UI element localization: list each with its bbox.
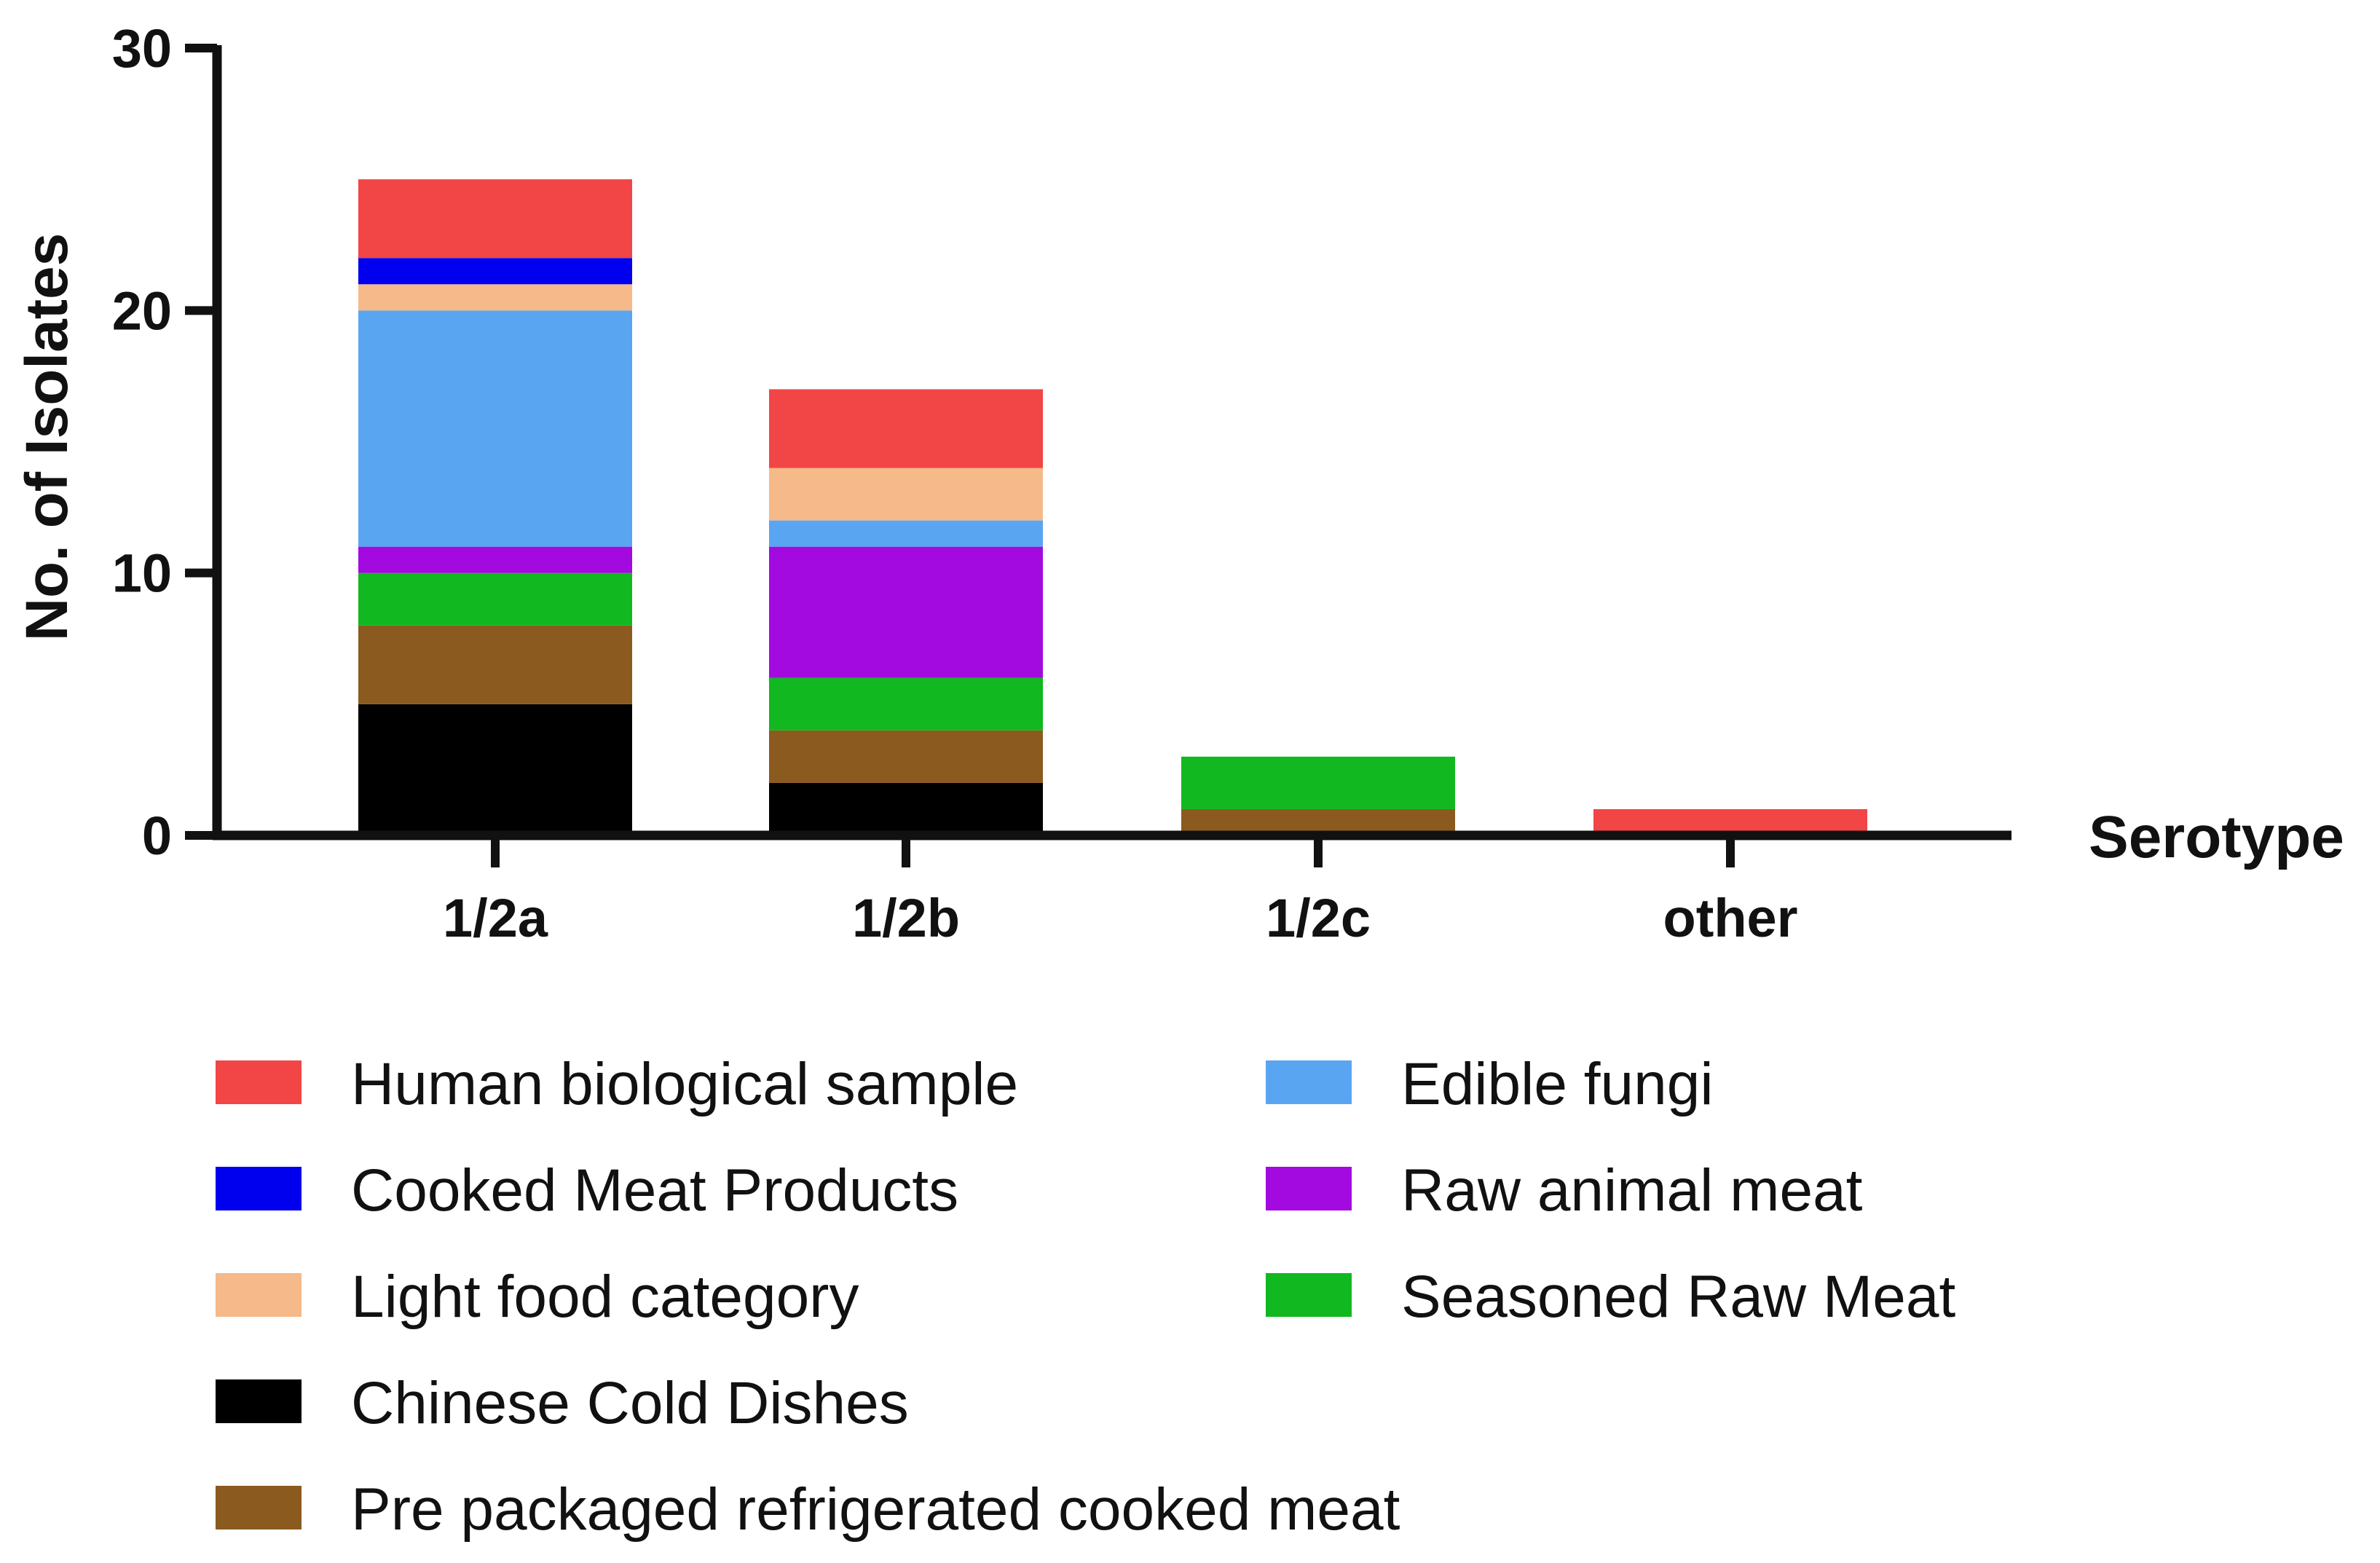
bar-segment-1-2b-7 bbox=[769, 389, 1043, 468]
x-axis-title: Serotype bbox=[2089, 804, 2344, 870]
legend-swatch bbox=[216, 1486, 302, 1529]
bar-segment-1-2b-3 bbox=[769, 546, 1043, 678]
legend-label: Light food category bbox=[351, 1264, 859, 1330]
bar-segment-1-2b-4 bbox=[769, 520, 1043, 547]
legend: Human biological sample Cooked Meat Produ… bbox=[216, 1051, 1955, 1543]
bar-segment-1-2b-5 bbox=[769, 468, 1043, 521]
y-tick-label: 0 bbox=[142, 806, 172, 866]
y-axis-title: No. of Isolates bbox=[14, 233, 80, 641]
bar-segment-1-2c-2 bbox=[1181, 756, 1455, 809]
legend-label: Seasoned Raw Meat bbox=[1401, 1264, 1955, 1330]
bar-segment-1-2b-0 bbox=[769, 782, 1043, 835]
x-ticks-group: 1/2a 1/2b 1/2c other bbox=[443, 835, 1798, 948]
legend-label: Edible fungi bbox=[1401, 1051, 1714, 1117]
x-tick-label: other bbox=[1663, 888, 1798, 948]
bar-segment-1-2b-2 bbox=[769, 677, 1043, 731]
legend-label: Raw animal meat bbox=[1401, 1157, 1863, 1224]
y-ticks-group: 0 10 20 30 bbox=[112, 18, 217, 866]
axes-group bbox=[212, 45, 2011, 840]
legend-label: Cooked Meat Products bbox=[351, 1157, 958, 1224]
bar-segment-1-2a-7 bbox=[358, 179, 632, 259]
legend-swatch bbox=[1266, 1273, 1352, 1317]
legend-swatch bbox=[216, 1167, 302, 1210]
y-tick-label: 30 bbox=[112, 18, 172, 79]
y-tick-label: 20 bbox=[112, 280, 172, 341]
legend-swatch bbox=[216, 1379, 302, 1423]
x-tick-label: 1/2c bbox=[1266, 888, 1371, 948]
bar-segment-1-2b-1 bbox=[769, 730, 1043, 783]
x-tick-label: 1/2b bbox=[852, 888, 960, 948]
bars-group bbox=[358, 179, 1867, 835]
legend-swatch bbox=[1266, 1060, 1352, 1104]
bar-segment-1-2a-5 bbox=[358, 284, 632, 311]
legend-label: Chinese Cold Dishes bbox=[351, 1370, 909, 1436]
y-tick-label: 10 bbox=[112, 543, 172, 604]
bar-segment-1-2a-1 bbox=[358, 625, 632, 704]
bar-segment-1-2a-0 bbox=[358, 704, 632, 835]
legend-label: Pre packaged refrigerated cooked meat bbox=[351, 1476, 1400, 1543]
legend-swatch bbox=[1266, 1167, 1352, 1210]
legend-swatch bbox=[216, 1060, 302, 1104]
bar-segment-1-2a-6 bbox=[358, 258, 632, 285]
bar-segment-1-2a-4 bbox=[358, 310, 632, 547]
bar-segment-1-2a-3 bbox=[358, 546, 632, 573]
bar-segment-1-2a-2 bbox=[358, 572, 632, 626]
legend-label: Human biological sample bbox=[351, 1051, 1018, 1117]
x-tick-label: 1/2a bbox=[443, 888, 548, 948]
legend-swatch bbox=[216, 1273, 302, 1317]
